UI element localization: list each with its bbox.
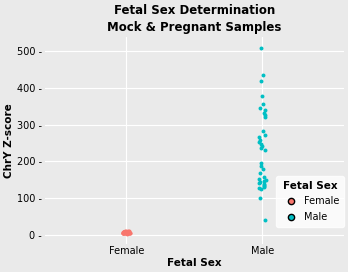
Y-axis label: ChrY Z-score: ChrY Z-score xyxy=(4,103,14,178)
Point xyxy=(261,111,267,115)
Point xyxy=(120,231,126,236)
Point xyxy=(261,183,267,187)
Point xyxy=(256,186,262,190)
Point xyxy=(127,231,132,235)
Point xyxy=(122,229,128,233)
Point xyxy=(263,178,268,183)
Point xyxy=(260,129,266,133)
Point xyxy=(121,230,126,235)
Point xyxy=(259,161,264,165)
Point xyxy=(121,230,126,235)
Point xyxy=(127,230,132,234)
Point xyxy=(125,229,130,234)
Point xyxy=(120,231,126,235)
Point xyxy=(121,230,127,234)
Point xyxy=(121,230,127,235)
Point xyxy=(260,167,266,171)
Point xyxy=(259,187,264,191)
Point xyxy=(124,230,129,234)
Point xyxy=(122,230,128,234)
Point xyxy=(258,138,263,142)
Point xyxy=(258,180,263,184)
Point xyxy=(259,144,264,148)
Point xyxy=(126,229,132,233)
Point xyxy=(260,94,265,98)
Point xyxy=(124,229,130,234)
Point xyxy=(262,174,267,179)
Point xyxy=(122,230,127,234)
Point xyxy=(258,79,264,83)
Point xyxy=(126,229,131,233)
Point xyxy=(262,133,268,137)
Point xyxy=(121,230,127,234)
Point xyxy=(124,231,129,236)
Point xyxy=(121,230,127,234)
Point xyxy=(260,102,266,107)
Point xyxy=(124,231,130,235)
Point xyxy=(262,182,267,186)
Point xyxy=(262,113,268,118)
Point xyxy=(258,146,263,150)
Point xyxy=(257,196,262,200)
Point xyxy=(126,231,132,235)
Point xyxy=(126,231,131,235)
Point xyxy=(123,230,129,235)
Point xyxy=(121,230,127,234)
Point xyxy=(258,141,264,146)
Point xyxy=(256,177,262,181)
Point xyxy=(126,230,132,235)
Legend: Female, Male: Female, Male xyxy=(276,176,344,227)
Point xyxy=(121,230,127,234)
Point xyxy=(123,229,129,233)
Point xyxy=(122,230,128,234)
Title: Fetal Sex Determination
Mock & Pregnant Samples: Fetal Sex Determination Mock & Pregnant … xyxy=(107,4,282,34)
Point xyxy=(121,230,127,234)
Point xyxy=(258,106,263,110)
Point xyxy=(124,230,130,235)
Point xyxy=(261,185,267,189)
Point xyxy=(127,231,132,236)
Point xyxy=(261,179,267,184)
Point xyxy=(261,73,266,77)
Point xyxy=(256,140,262,144)
Point xyxy=(124,230,130,235)
Point xyxy=(257,135,262,140)
Point xyxy=(256,181,262,186)
Point xyxy=(123,231,129,236)
Point xyxy=(120,229,126,234)
Point xyxy=(262,148,267,152)
Point xyxy=(125,230,130,234)
Point xyxy=(125,231,131,236)
Point xyxy=(121,231,126,235)
Point xyxy=(121,229,127,234)
Point xyxy=(124,230,129,234)
Point xyxy=(127,229,132,234)
Point xyxy=(124,231,130,236)
Point xyxy=(261,184,267,188)
Point xyxy=(122,230,128,234)
Point xyxy=(262,115,268,119)
X-axis label: Fetal Sex: Fetal Sex xyxy=(167,258,222,268)
Point xyxy=(262,218,268,222)
Point xyxy=(123,230,128,235)
Point xyxy=(263,108,268,112)
Point xyxy=(123,230,128,235)
Point xyxy=(258,45,263,50)
Point xyxy=(258,163,263,168)
Point xyxy=(257,171,263,175)
